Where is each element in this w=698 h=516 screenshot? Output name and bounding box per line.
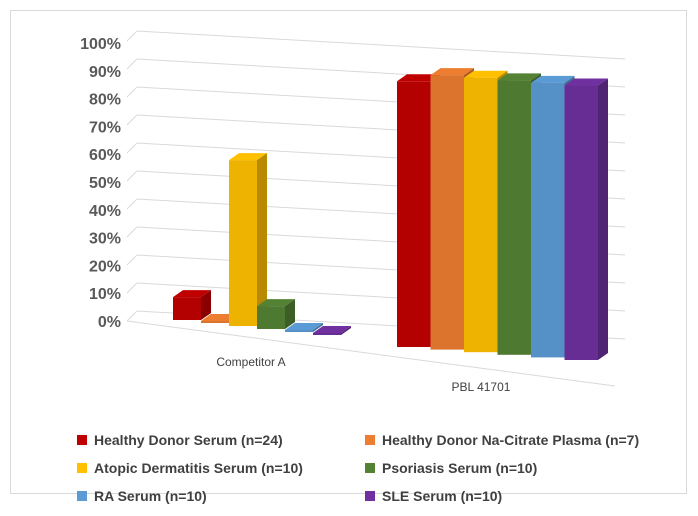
legend-swatch	[365, 463, 375, 473]
bar	[173, 297, 201, 320]
gridline	[126, 226, 138, 238]
bar	[564, 85, 598, 361]
bar	[397, 81, 431, 347]
bar-top	[173, 290, 211, 298]
y-tick-label: 30%	[89, 231, 121, 248]
y-tick-label: 40%	[89, 203, 121, 220]
bar-side	[341, 326, 351, 335]
gridline	[126, 30, 138, 42]
bar-side	[313, 323, 323, 332]
legend-label: Atopic Dermatitis Serum (n=10)	[94, 460, 303, 476]
bar	[497, 80, 531, 355]
legend-label: Healthy Donor Na-Citrate Plasma (n=7)	[382, 432, 640, 448]
y-tick-label: 70%	[89, 119, 121, 136]
y-tick-label: 0%	[98, 314, 121, 331]
legend-item-atopic-dermatitis: Atopic Dermatitis Serum (n=10)	[77, 460, 303, 476]
bar-top	[430, 68, 474, 76]
bar-top	[464, 70, 508, 78]
bar-top	[497, 73, 541, 81]
legend-item-ra-serum: RA Serum (n=10)	[77, 488, 207, 504]
y-tick-label: 50%	[89, 175, 121, 192]
bar-side	[285, 299, 295, 329]
chart-plot: 0% 10% 20% 30% 40% 50% 60% 70% 80% 90% 100% Competi…	[80, 30, 626, 394]
legend-swatch	[77, 463, 87, 473]
gridline	[126, 114, 138, 126]
legend-item-psoriasis: Psoriasis Serum (n=10)	[365, 460, 537, 476]
legend-label: RA Serum (n=10)	[94, 488, 207, 504]
y-tick-label: 90%	[89, 64, 121, 81]
y-tick-label: 100%	[80, 36, 121, 53]
bar-top	[229, 153, 267, 161]
bar-top	[397, 74, 441, 82]
bar	[257, 306, 285, 329]
legend-row: Healthy Donor Serum (n=24) Healthy Donor…	[77, 432, 697, 460]
legend-swatch	[365, 491, 375, 501]
gridline	[126, 310, 138, 322]
bar	[201, 321, 229, 323]
legend-swatch	[365, 435, 375, 445]
legend-swatch	[77, 435, 87, 445]
bar-top	[257, 299, 295, 307]
legend-row: Atopic Dermatitis Serum (n=10) Psoriasis…	[77, 460, 697, 488]
bar	[531, 82, 565, 358]
y-tick-label: 80%	[89, 92, 121, 109]
y-tick-label: 20%	[89, 258, 121, 275]
bar	[464, 77, 498, 353]
legend-item-healthy-donor-serum: Healthy Donor Serum (n=24)	[77, 432, 283, 448]
gridline	[126, 170, 138, 182]
bar-top	[564, 78, 608, 86]
bar	[229, 160, 257, 326]
gridline	[126, 142, 138, 154]
legend-swatch	[77, 491, 87, 501]
x-category-label: Competitor A	[216, 355, 285, 369]
bar	[285, 330, 313, 332]
legend-item-sle-serum: SLE Serum (n=10)	[365, 488, 502, 504]
legend-item-healthy-donor-plasma: Healthy Donor Na-Citrate Plasma (n=7)	[365, 432, 639, 448]
floor-edge	[126, 320, 616, 387]
legend-row: RA Serum (n=10) SLE Serum (n=10)	[77, 488, 697, 516]
gridline	[126, 86, 138, 98]
y-tick-label: 10%	[89, 286, 121, 303]
bar-top	[531, 75, 575, 83]
gridline	[136, 30, 626, 60]
gridline	[126, 254, 138, 266]
legend-label: Psoriasis Serum (n=10)	[382, 460, 538, 476]
x-category-label: PBL 41701	[452, 380, 511, 394]
gridline	[126, 58, 138, 70]
y-tick-label: 60%	[89, 147, 121, 164]
bar-side	[201, 290, 211, 320]
legend-label: Healthy Donor Serum (n=24)	[94, 432, 283, 448]
bar-top	[285, 323, 323, 330]
bar-side	[257, 153, 267, 326]
bar	[430, 75, 464, 350]
gridline	[126, 282, 138, 294]
gridline	[126, 198, 138, 210]
bar-side	[598, 78, 608, 361]
bar	[313, 333, 341, 335]
legend-label: SLE Serum (n=10)	[382, 488, 503, 504]
chart-legend: Healthy Donor Serum (n=24) Healthy Donor…	[77, 432, 697, 516]
bar-top	[313, 326, 351, 333]
chart-frame: 0% 10% 20% 30% 40% 50% 60% 70% 80% 90% 100% Competi…	[10, 10, 687, 504]
